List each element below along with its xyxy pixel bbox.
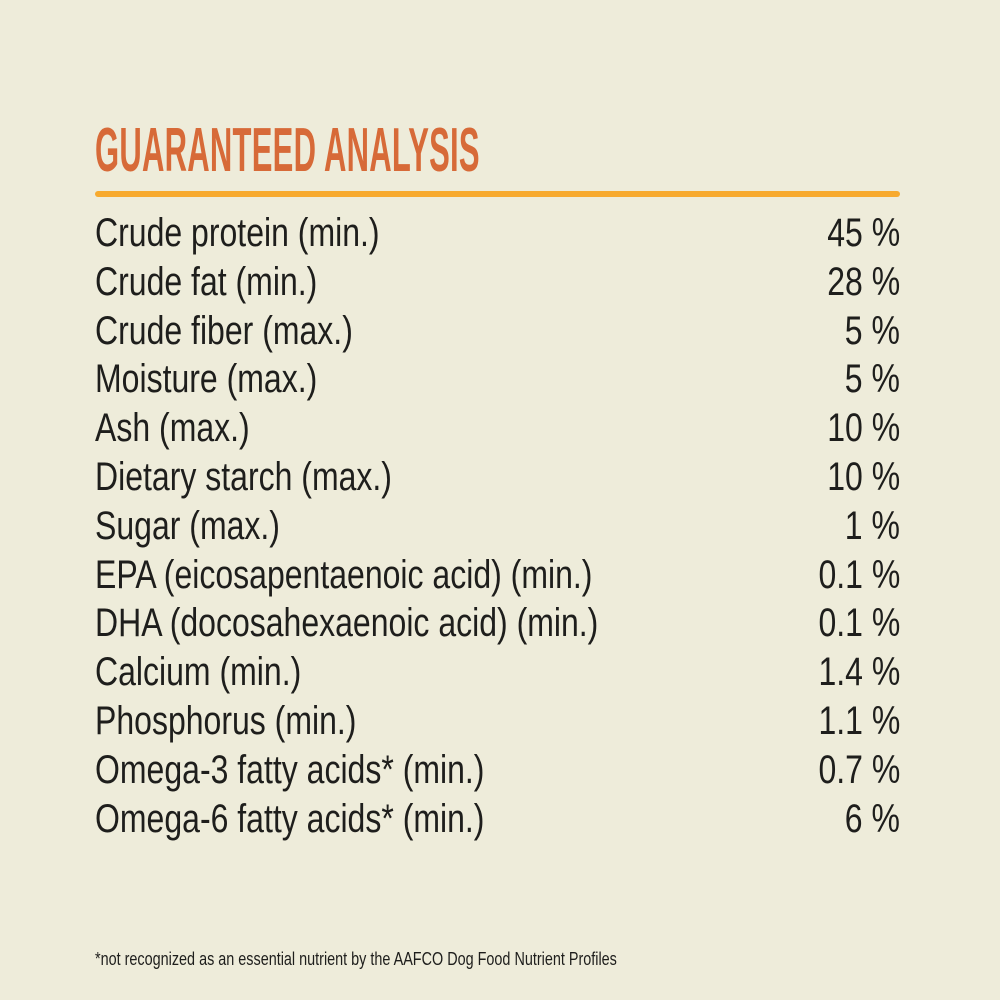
nutrient-label: Phosphorus (min.) (95, 698, 357, 743)
nutrient-value: 1.4 % (818, 650, 900, 695)
table-row: Calcium (min.) 1.4 % (95, 648, 900, 697)
nutrient-label: Omega-6 fatty acids* (min.) (95, 796, 485, 841)
nutrient-label: Calcium (min.) (95, 650, 302, 695)
table-row: EPA (eicosapentaenoic acid) (min.) 0.1 % (95, 551, 900, 600)
table-row: Crude fat (min.) 28 % (95, 258, 900, 307)
nutrient-value: 45 % (827, 211, 900, 255)
table-row: DHA (docosahexaenoic acid) (min.) 0.1 % (95, 599, 900, 648)
table-row: Omega-3 fatty acids* (min.) 0.7 % (95, 746, 900, 795)
nutrient-label: Omega-3 fatty acids* (min.) (95, 747, 485, 792)
table-row: Sugar (max.) 1 % (95, 502, 900, 551)
footnote: *not recognized as an essential nutrient… (95, 949, 617, 969)
table-row: Crude fiber (max.) 5 % (95, 307, 900, 356)
table-row: Crude protein (min.) 45 % (95, 209, 900, 258)
table-row: Ash (max.) 10 % (95, 404, 900, 453)
nutrient-value: 0.1 % (818, 601, 900, 646)
nutrient-value: 6 % (844, 796, 900, 841)
nutrient-table: Crude protein (min.) 45 % Crude fat (min… (95, 209, 900, 843)
nutrient-label: Crude protein (min.) (95, 211, 380, 255)
table-row: Omega-6 fatty acids* (min.) 6 % (95, 795, 900, 844)
page-title: GUARANTEED ANALYSIS (95, 116, 480, 185)
nutrient-label: Sugar (max.) (95, 503, 280, 548)
nutrient-value: 10 % (827, 406, 900, 451)
title-underline (95, 191, 900, 197)
nutrient-label: DHA (docosahexaenoic acid) (min.) (95, 601, 599, 646)
nutrient-value: 28 % (827, 259, 900, 304)
nutrient-value: 1 % (844, 503, 900, 548)
nutrient-value: 0.1 % (818, 552, 900, 597)
nutrient-value: 5 % (844, 357, 900, 402)
nutrient-value: 1.1 % (818, 698, 900, 743)
table-row: Moisture (max.) 5 % (95, 355, 900, 404)
nutrient-label: Crude fat (min.) (95, 259, 318, 304)
nutrient-value: 5 % (844, 308, 900, 353)
table-row: Dietary starch (max.) 10 % (95, 453, 900, 502)
nutrient-label: Crude fiber (max.) (95, 308, 353, 353)
nutrient-label: Dietary starch (max.) (95, 454, 392, 499)
nutrient-value: 0.7 % (818, 747, 900, 792)
nutrient-label: Ash (max.) (95, 406, 250, 451)
nutrient-value: 10 % (827, 454, 900, 499)
nutrient-label: Moisture (max.) (95, 357, 318, 402)
table-row: Phosphorus (min.) 1.1 % (95, 697, 900, 746)
nutrient-label: EPA (eicosapentaenoic acid) (min.) (95, 552, 593, 597)
